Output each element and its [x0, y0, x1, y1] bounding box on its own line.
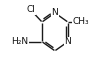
Text: N: N [52, 8, 58, 17]
Text: H₂N: H₂N [11, 37, 28, 46]
Text: Cl: Cl [26, 5, 35, 14]
Text: CH₃: CH₃ [72, 17, 89, 27]
Text: N: N [64, 37, 71, 46]
